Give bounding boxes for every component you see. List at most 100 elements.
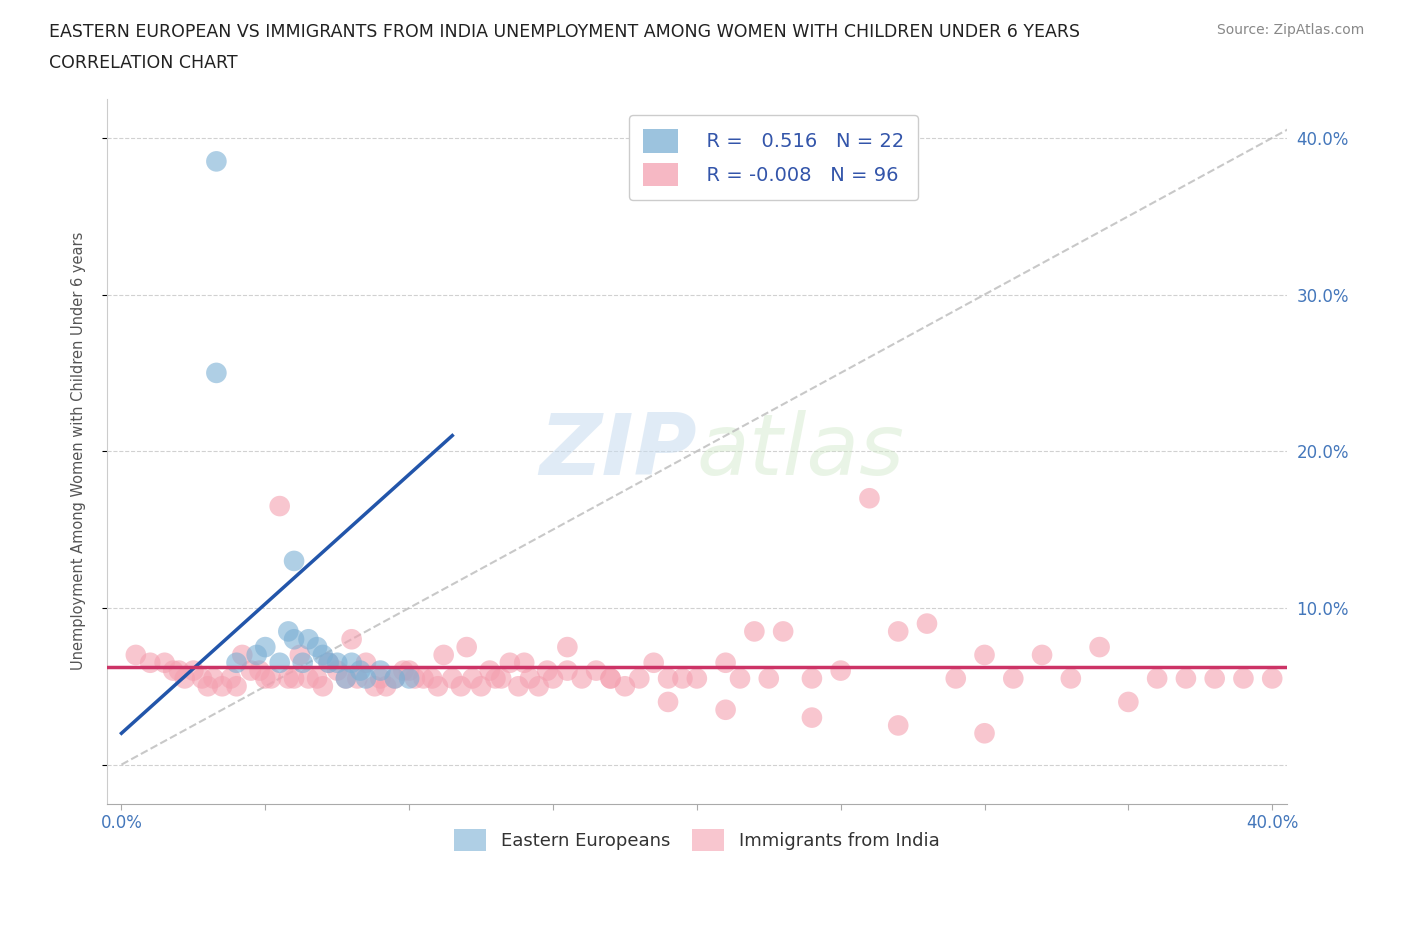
Point (219, 671, 242, 685)
Point (173, 671, 195, 685)
Point (283, 631, 305, 646)
Point (162, 663, 184, 678)
Point (599, 671, 621, 685)
Point (249, 663, 271, 678)
Point (225, 656, 247, 671)
Point (1060, 671, 1083, 685)
Point (1232, 671, 1254, 685)
Point (254, 640, 277, 655)
Point (370, 671, 392, 685)
Point (772, 624, 794, 639)
Point (340, 656, 363, 671)
Point (887, 718, 910, 733)
Point (312, 647, 335, 662)
Y-axis label: Unemployment Among Women with Children Under 6 years: Unemployment Among Women with Children U… (72, 232, 86, 671)
Point (335, 671, 357, 685)
Point (291, 656, 314, 671)
Point (211, 679, 233, 694)
Point (277, 624, 299, 639)
Point (557, 640, 579, 655)
Point (1118, 695, 1140, 710)
Point (657, 695, 679, 710)
Point (830, 663, 852, 678)
Point (744, 624, 766, 639)
Point (1088, 640, 1111, 655)
Point (513, 656, 536, 671)
Point (183, 663, 205, 678)
Point (260, 671, 283, 685)
Point (456, 640, 478, 655)
Point (450, 679, 472, 694)
Point (536, 663, 558, 678)
Point (254, 671, 277, 685)
Text: CORRELATION CHART: CORRELATION CHART (49, 54, 238, 72)
Point (1031, 647, 1053, 662)
Point (915, 617, 938, 631)
Text: atlas: atlas (697, 410, 905, 493)
Point (945, 671, 967, 685)
Point (973, 725, 995, 740)
Point (585, 663, 607, 678)
Point (239, 663, 262, 678)
Point (758, 671, 780, 685)
Point (288, 647, 311, 662)
Point (441, 671, 464, 685)
Point (318, 656, 340, 671)
Point (283, 671, 305, 685)
Point (231, 647, 253, 662)
Point (202, 671, 225, 685)
Point (1174, 671, 1197, 685)
Text: Source: ZipAtlas.com: Source: ZipAtlas.com (1216, 23, 1364, 37)
Point (283, 553, 305, 568)
Point (307, 640, 329, 655)
Point (470, 679, 492, 694)
Point (346, 671, 368, 685)
Text: ZIP: ZIP (540, 410, 697, 493)
Point (205, 154, 228, 169)
Point (412, 671, 434, 685)
Point (297, 671, 319, 685)
Point (527, 679, 550, 694)
Point (205, 365, 228, 380)
Point (340, 631, 363, 646)
Point (628, 671, 651, 685)
Point (384, 671, 406, 685)
Point (714, 656, 737, 671)
Point (426, 679, 449, 694)
Point (335, 671, 357, 685)
Point (312, 679, 335, 694)
Point (657, 671, 679, 685)
Point (349, 663, 371, 678)
Point (269, 656, 291, 671)
Point (420, 671, 443, 685)
Point (541, 671, 564, 685)
Point (728, 671, 751, 685)
Point (384, 671, 406, 685)
Point (973, 647, 995, 662)
Point (354, 656, 377, 671)
Point (643, 656, 665, 671)
Point (484, 671, 506, 685)
Point (571, 671, 593, 685)
Point (461, 671, 484, 685)
Point (398, 671, 420, 685)
Point (714, 702, 737, 717)
Point (307, 671, 329, 685)
Point (499, 656, 522, 671)
Point (225, 679, 247, 694)
Legend: Eastern Europeans, Immigrants from India: Eastern Europeans, Immigrants from India (447, 822, 946, 858)
Point (326, 663, 349, 678)
Point (613, 679, 636, 694)
Point (269, 498, 291, 513)
Point (800, 671, 823, 685)
Point (370, 663, 392, 678)
Point (887, 624, 910, 639)
Point (297, 631, 319, 646)
Point (1261, 671, 1284, 685)
Point (800, 711, 823, 725)
Point (671, 671, 693, 685)
Point (686, 671, 709, 685)
Point (489, 671, 512, 685)
Point (1146, 671, 1168, 685)
Point (125, 647, 148, 662)
